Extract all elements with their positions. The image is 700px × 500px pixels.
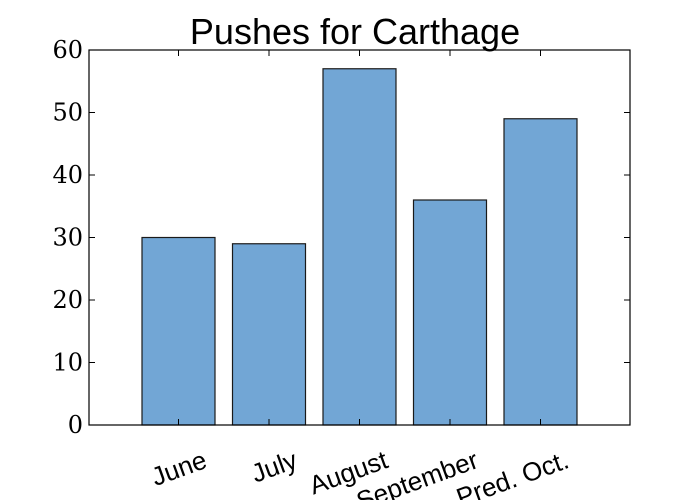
x-tick-label: July xyxy=(247,444,301,488)
bar-august xyxy=(322,68,397,426)
x-tick-label: June xyxy=(147,444,210,491)
y-tick-label: 50 xyxy=(52,99,83,127)
y-axis: 0 10 20 30 40 50 60 xyxy=(52,36,630,439)
y-tick-label: 40 xyxy=(52,161,83,189)
y-tick-label: 20 xyxy=(52,286,83,314)
bars-group xyxy=(141,68,578,426)
plot-frame xyxy=(88,49,631,426)
chart-title: Pushes for Carthage xyxy=(190,11,520,52)
bar-september xyxy=(412,199,488,426)
y-tick-label: 60 xyxy=(52,36,83,64)
y-tick-label: 30 xyxy=(52,224,83,252)
y-tick-label: 10 xyxy=(52,349,83,377)
bar-pred-oct xyxy=(503,118,578,426)
bar-june xyxy=(141,236,216,426)
bar-july xyxy=(231,243,307,426)
y-tick-label: 0 xyxy=(68,411,83,439)
